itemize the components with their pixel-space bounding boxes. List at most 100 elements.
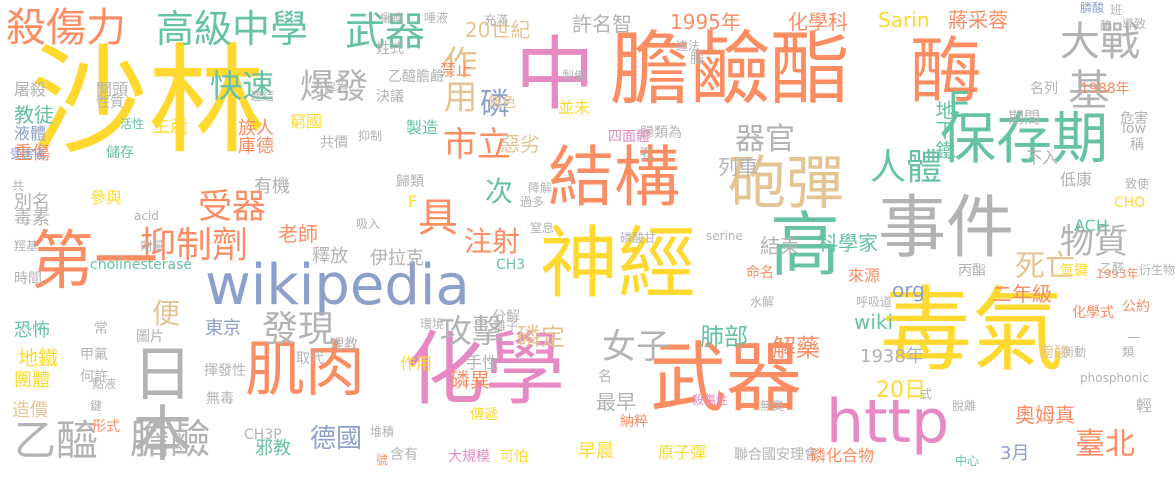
cloud-word: 磷 [480,87,510,122]
cloud-word: 膽鹼酯 [610,23,850,116]
cloud-word: 窮國 [290,112,323,131]
cloud-word: 揮發性 [204,363,246,379]
cloud-word: 早晨 [578,441,614,462]
cloud-word: 製備 [562,69,587,83]
cloud-word: 事件 [878,189,1015,268]
cloud-word: 脫離 [952,399,977,413]
cloud-word: 歸類為 [640,125,682,141]
cloud-word: 癱瘓 [380,11,405,25]
cloud-word: 離子 [494,319,519,333]
cloud-word: 女子 [602,327,670,367]
cloud-word: 命名 [746,265,774,281]
cloud-word: 地下鐵 [932,100,956,160]
cloud-word: 爆發 [300,67,368,107]
cloud-word: 衍生物 [1138,263,1175,277]
cloud-word: 毒氣 [880,277,1065,384]
cloud-word: 乙醛 [1100,261,1125,275]
cloud-word: 儲存 [106,145,134,161]
cloud-word: 稱 [1130,137,1144,153]
cloud-word: 禁止 [440,60,473,79]
cloud-word: 歸類 [396,174,424,190]
cloud-word: 酶 [910,29,983,113]
cloud-word: 抑制劑 [140,225,249,266]
cloud-word: 最早 [596,390,636,414]
cloud-word: 磷化合物 [810,446,875,465]
cloud-word: 製造 [406,118,439,137]
cloud-word: phosphonic [1080,371,1149,385]
cloud-word: 注射 [464,225,521,258]
cloud-word: 攻擊 [440,312,505,350]
cloud-word: 膀酸 [1040,345,1068,361]
cloud-word: 圖片 [136,329,164,345]
cloud-word: 日本 [122,342,192,462]
cloud-word: 次 [485,175,514,208]
cloud-word: Sarin [878,8,930,32]
cloud-word: 教徒 [14,103,54,127]
cloud-word: 作用 [437,45,477,113]
cloud-word: 氫鍵 [1060,263,1088,279]
cloud-word: 屠殺 [14,80,47,99]
cloud-word: 何許 [80,369,108,385]
cloud-word: 造價 [12,400,48,421]
cloud-word: 老師 [278,222,318,246]
cloud-word: 化學式 [1072,305,1114,321]
cloud-word: 名列 [1030,81,1058,97]
cloud-word: 恐怖 [14,320,50,341]
cloud-word: 班 [1110,3,1123,17]
cloud-word: 3月 [1000,443,1030,464]
cloud-word: 不入 [1026,148,1059,167]
cloud-word: 過多 [520,195,545,209]
cloud-word: 基 [1068,66,1111,115]
cloud-word: 20日 [876,378,926,403]
cloud-word: http [826,387,950,457]
cloud-word: 姓式 [376,41,404,57]
cloud-word: 別名 [14,192,50,213]
cloud-word: 化學 [405,323,565,416]
cloud-word: 磷定 [517,323,565,351]
cloud-word: 許名智 [572,12,632,36]
cloud-word: 科學家 [818,231,878,255]
cloud-word: 結構 [548,139,680,216]
cloud-word: 抑制 [358,129,383,143]
cloud-word: 理教 [330,337,358,353]
cloud-word: 沙林 [30,32,267,170]
cloud-word: 中心 [955,454,980,468]
cloud-word: 奧姆真 [1015,403,1075,427]
cloud-word: 發現 [262,309,335,350]
cloud-word: 受器 [198,187,266,227]
cloud-word: 分解 [492,309,520,325]
cloud-word: 充滿 [484,13,509,27]
cloud-word: 1988年 [1080,81,1130,97]
cloud-word: 羥基 [14,239,39,253]
cloud-word: 丙酯 [958,263,986,279]
cloud-word: 膽鹼 [130,417,210,463]
cloud-word: 納粹 [620,414,648,430]
cloud-word: CH3P [244,427,282,443]
cloud-word: 違法 [676,39,701,53]
cloud-word: 一 [1128,331,1141,345]
cloud-word: 便 [152,297,181,330]
cloud-word: ACH [1074,216,1108,235]
cloud-word: 危害 [1120,111,1148,127]
cloud-word: 毒素 [14,208,50,229]
cloud-word: 傳遞 [470,407,498,423]
cloud-word: 列車 [718,155,758,179]
cloud-word: 大戰 [1060,19,1140,65]
cloud-word: 磷酸甘 [620,231,657,245]
cloud-word: 酶 [1100,19,1113,33]
cloud-word: 連結 [250,89,275,103]
cloud-word: 低康 [1060,170,1093,189]
cloud-word: 保存期 [940,107,1108,172]
cloud-word: 手性 [466,353,499,372]
cloud-word: 呼吸道 [856,295,893,309]
cloud-word: 大規模 [448,449,490,465]
cloud-word: wikipedia [205,253,470,318]
cloud-word: 活性 [120,117,145,131]
cloud-word: 臺北 [1075,427,1135,462]
cloud-word: 1938年 [860,346,924,367]
cloud-word: 鍵 [90,399,103,413]
cloud-word: low [1122,121,1146,137]
cloud-word: 無臭 [760,399,785,413]
cloud-word: 乙醯 [14,416,99,465]
cloud-word: 殺傷力 [6,5,126,51]
